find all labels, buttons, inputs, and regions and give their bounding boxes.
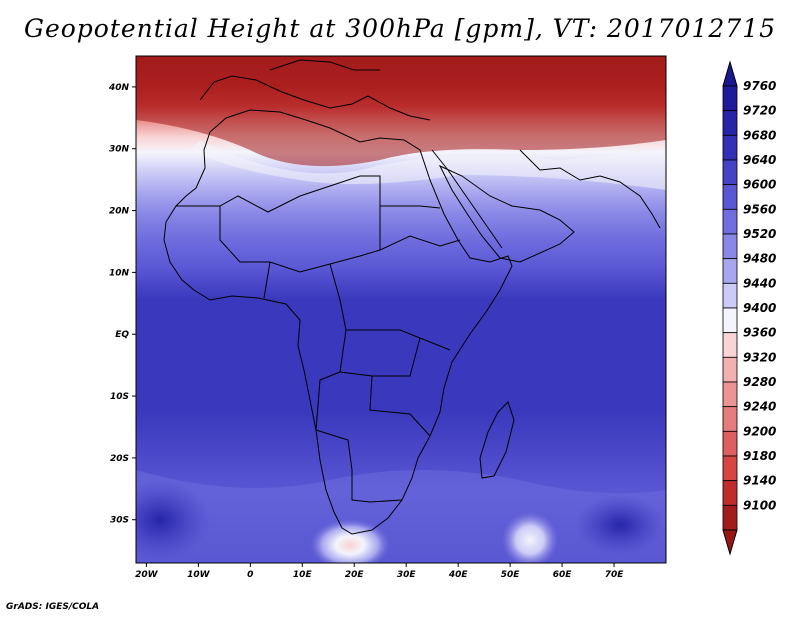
lon-tick-label: 60E — [553, 570, 573, 580]
colorbar-swatch — [722, 406, 738, 432]
colorbar-swatch — [722, 504, 738, 531]
colorbar-swatch — [722, 381, 738, 408]
lat-tick-label: 40N — [108, 83, 130, 93]
lat-tick-label: EQ — [115, 330, 129, 340]
colorbar-swatch — [722, 356, 738, 383]
colorbar-swatch — [722, 134, 738, 161]
colorbar-swatch — [722, 258, 738, 284]
colorbar-swatch — [722, 332, 738, 358]
colorbar-swatch — [722, 184, 738, 210]
lon-tick-label: 20W — [135, 570, 159, 580]
colorbar-label: 9320 — [743, 350, 776, 364]
colorbar-label: 9100 — [743, 498, 776, 512]
map-title: Geopotential Height at 300hPa [gpm], VT:… — [23, 14, 777, 43]
lon-tick-label: 40E — [448, 570, 469, 580]
colorbar-swatch — [722, 85, 738, 112]
colorbar: 9760 9720 9680 9640 9600 9560 9520 9480 9440 9400… — [722, 60, 776, 556]
lon-ticks: 20W 10W 0 10E 20E 30E 40E 50E 60E 70E — [135, 563, 624, 580]
colorbar-label: 9640 — [743, 153, 776, 167]
colorbar-label: 9280 — [743, 375, 776, 389]
colorbar-swatch — [722, 110, 738, 136]
colorbar-label: 9520 — [743, 227, 776, 241]
lon-tick-label: 50E — [501, 570, 521, 580]
coastline — [163, 59, 661, 535]
colorbar-swatch — [722, 430, 738, 457]
lon-tick-label: 30E — [397, 570, 417, 580]
lat-tick-label: 20S — [110, 454, 129, 464]
colorbar-label: 9360 — [743, 326, 776, 340]
colorbar-top-arrow — [722, 60, 738, 87]
colorbar-label: 9200 — [743, 424, 776, 438]
lat-tick-label: 20N — [109, 207, 130, 217]
colorbar-swatch — [722, 282, 738, 309]
colorbar-swatch — [722, 208, 738, 235]
colorbar-label: 9720 — [743, 104, 776, 118]
colorbar-label: 9440 — [743, 276, 776, 290]
lon-tick-label: 10E — [293, 570, 313, 580]
lat-tick-label: 30S — [110, 516, 129, 526]
colorbar-label: 9180 — [743, 449, 776, 463]
colorbar-label: 9760 — [743, 79, 776, 93]
lon-tick-label: 0 — [247, 570, 253, 580]
colorbar-label: 9600 — [743, 178, 776, 192]
lon-tick-label: 20E — [345, 570, 365, 580]
lat-tick-label: 10S — [110, 392, 129, 402]
colorbar-label: 9140 — [743, 474, 776, 488]
colorbar-label: 9560 — [743, 202, 776, 216]
lat-tick-label: 10N — [109, 268, 130, 278]
lat-tick-label: 30N — [109, 145, 130, 155]
lon-tick-label: 70E — [605, 570, 625, 580]
colorbar-swatch — [722, 159, 738, 186]
colorbar-swatch — [722, 480, 738, 506]
colorbar-label: 9240 — [743, 400, 776, 414]
height-field — [136, 56, 666, 563]
colorbar-swatch — [722, 455, 738, 482]
map-frame — [135, 55, 667, 564]
lat-ticks: 40N 30N 20N 10N EQ 10S 20S 30S — [108, 83, 136, 526]
colorbar-label: 9680 — [743, 128, 776, 142]
lon-tick-label: 10W — [187, 570, 211, 580]
colorbar-swatch — [722, 233, 738, 260]
colorbar-label: 9480 — [743, 252, 776, 266]
colorbar-bottom-arrow — [722, 529, 738, 556]
footer-credit: GrADS: IGES/COLA — [6, 602, 100, 612]
colorbar-label: 9400 — [743, 301, 776, 315]
colorbar-swatch — [722, 307, 738, 334]
